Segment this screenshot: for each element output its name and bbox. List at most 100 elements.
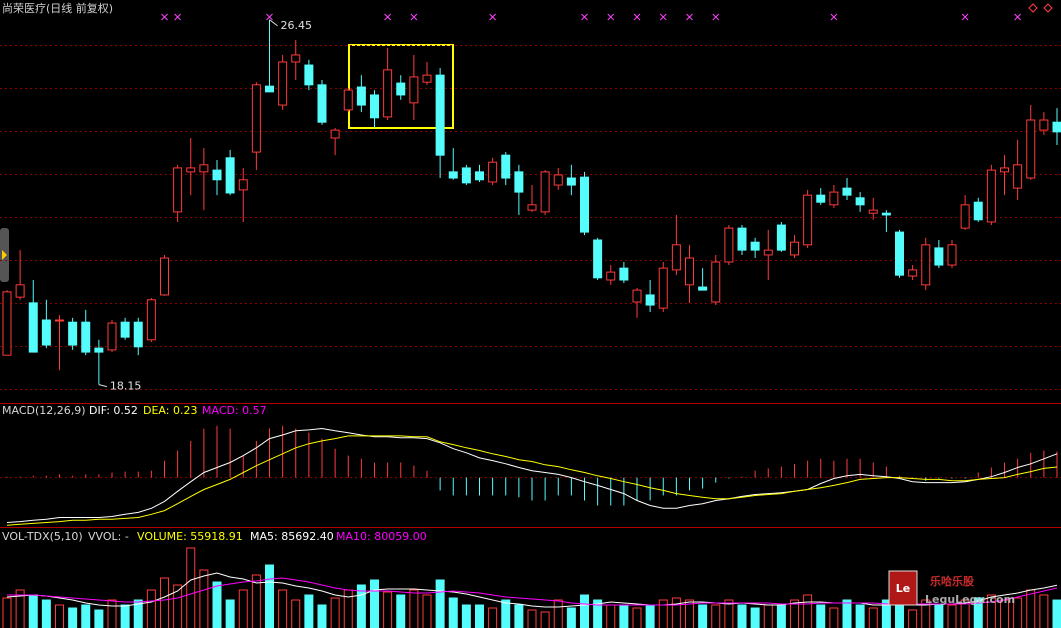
candle-body xyxy=(435,74,445,156)
volume-bar xyxy=(711,604,721,628)
candle-body xyxy=(120,321,130,338)
volume-bar xyxy=(855,604,865,628)
candle-body xyxy=(15,284,25,298)
signal-marker xyxy=(1014,13,1021,21)
candle-body xyxy=(501,154,511,179)
candle-body xyxy=(553,174,563,186)
signal-marker xyxy=(161,13,168,21)
volume-bar xyxy=(606,604,616,628)
volume-bar xyxy=(370,579,379,628)
volume-bar xyxy=(1013,597,1023,628)
candle-body xyxy=(632,289,642,303)
volume-bar xyxy=(632,607,642,628)
volume-bar xyxy=(1052,599,1061,628)
candle-body xyxy=(343,89,353,111)
legend-dea: DEA: 0.23 xyxy=(143,404,197,417)
volume-bar xyxy=(763,604,773,628)
volume-bar xyxy=(947,604,957,628)
signal-marker xyxy=(607,13,615,21)
candle-body xyxy=(960,204,970,229)
candle-body xyxy=(855,197,865,206)
candle-body xyxy=(409,76,419,104)
volume-bar xyxy=(133,599,143,628)
candle-body xyxy=(685,257,694,286)
vvol-label: VVOL: - xyxy=(88,530,129,543)
volume-bar xyxy=(658,599,668,628)
candle-body xyxy=(790,241,799,256)
volume-bar xyxy=(304,594,314,628)
volume-bar xyxy=(619,604,629,628)
legend-volume: VOLUME: 55918.91 xyxy=(137,530,243,543)
indicator-line xyxy=(6,435,1058,526)
volume-bar xyxy=(724,599,734,628)
volume-bar xyxy=(698,604,708,628)
volume-bar xyxy=(212,581,222,628)
candle-body xyxy=(81,321,91,353)
volume-bar xyxy=(842,599,852,628)
volume-bar xyxy=(908,609,918,628)
candle-body xyxy=(540,171,550,213)
signal-marker xyxy=(633,13,641,21)
signal-marker xyxy=(489,13,496,21)
candle-body xyxy=(1000,167,1009,173)
candle-body xyxy=(422,74,432,83)
candle-body xyxy=(28,302,38,353)
volume-bar xyxy=(973,597,983,628)
volume-bar xyxy=(120,604,130,628)
candle-body xyxy=(829,191,839,206)
legend-dif: DIF: 0.52 xyxy=(89,404,138,417)
candle-body xyxy=(1039,119,1049,131)
signal-marker xyxy=(384,13,391,21)
volume-bar xyxy=(28,594,38,628)
candle-body xyxy=(265,85,274,93)
candle-body xyxy=(1026,119,1036,179)
candle-body xyxy=(908,269,918,277)
volume-bar xyxy=(199,569,209,628)
candle-body xyxy=(238,179,248,191)
candle-body xyxy=(645,294,655,306)
volume-bar xyxy=(475,604,484,628)
volume-bar xyxy=(317,604,327,628)
legend-ma10: MA10: 80059.00 xyxy=(336,530,427,543)
candle-body xyxy=(199,164,209,173)
candle-body xyxy=(619,267,629,281)
candle-body xyxy=(475,171,484,181)
candle-body xyxy=(160,257,169,296)
volume-bar xyxy=(15,589,25,628)
candle-body xyxy=(278,61,288,106)
volume-bar xyxy=(829,607,839,628)
candle-body xyxy=(68,321,78,346)
signal-marker xyxy=(686,13,693,21)
volume-bar xyxy=(921,599,931,628)
signal-marker xyxy=(266,13,273,21)
candle-body xyxy=(921,244,931,286)
watermark-site: LeguLegu.com xyxy=(925,593,1015,606)
volume-bar xyxy=(540,611,550,628)
volume-bar xyxy=(986,594,996,628)
volume-bar xyxy=(461,604,471,628)
candle-body xyxy=(566,177,576,186)
candle-body xyxy=(356,86,366,106)
volume-bar xyxy=(383,591,393,628)
volume-bar xyxy=(291,599,301,628)
candle-body xyxy=(212,169,222,181)
volume-bar xyxy=(790,599,799,628)
candle-body xyxy=(383,69,393,118)
candle-body xyxy=(947,244,957,266)
candle-body xyxy=(724,227,734,263)
volume-bar xyxy=(593,599,603,628)
side-tab-arrow xyxy=(2,250,7,260)
volume-bar xyxy=(265,564,274,628)
candle-body xyxy=(146,299,156,341)
candle-body xyxy=(41,319,51,346)
candle-body xyxy=(881,212,891,216)
volume-bar xyxy=(2,597,12,628)
volume-bar xyxy=(41,599,51,628)
volume-bar xyxy=(435,579,445,628)
candle-body xyxy=(776,224,786,251)
legend-ma5: MA5: 85692.40 xyxy=(250,530,334,543)
volume-bar xyxy=(55,604,64,628)
volume-bar xyxy=(750,607,760,628)
high-annotation: 26.45 xyxy=(281,19,313,32)
volume-bar xyxy=(146,589,156,628)
